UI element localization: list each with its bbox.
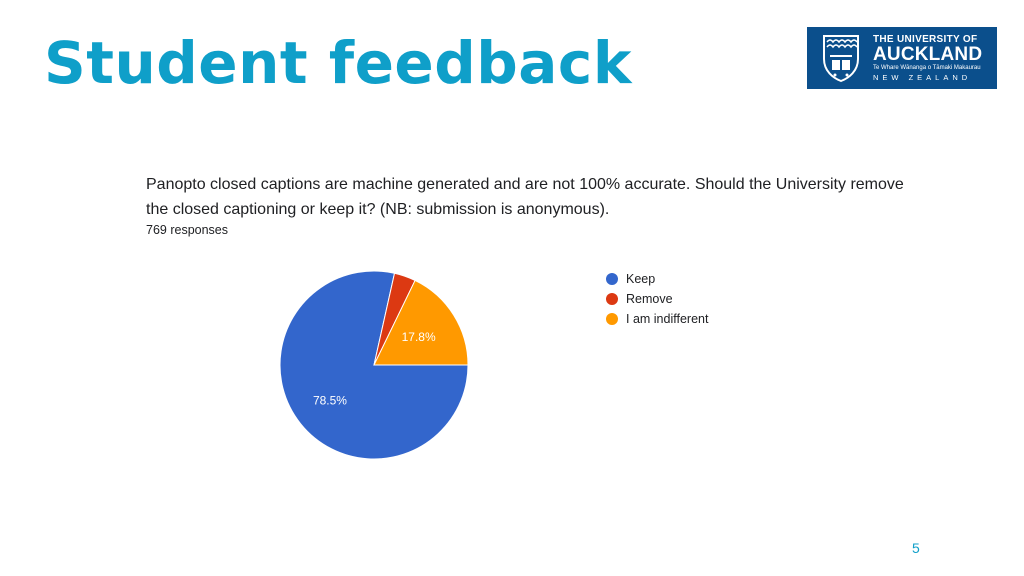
response-count: 769 responses (146, 223, 229, 237)
page-number: 5 (912, 540, 920, 556)
logo-line-4: NEW ZEALAND (873, 73, 972, 82)
logo-line-1: THE UNIVERSITY OF (873, 34, 978, 45)
logo-line-3: Te Whare Wānanga o Tāmaki Makaurau (873, 65, 981, 71)
university-crest-icon (823, 35, 859, 83)
legend-item-remove[interactable]: Remove (606, 289, 708, 309)
legend-swatch-remove (606, 293, 618, 305)
university-logo: THE UNIVERSITY OF AUCKLAND Te Whare Wāna… (807, 27, 997, 89)
pie-slice-indifferent[interactable] (373, 279, 469, 366)
legend-label-keep: Keep (626, 272, 656, 286)
chart-legend: Keep Remove I am indifferent (606, 269, 708, 329)
survey-question: Panopto closed captions are machine gene… (146, 176, 904, 218)
pie-label-keep: 78.5% (313, 393, 347, 407)
legend-label-indifferent: I am indifferent (626, 312, 709, 326)
slide-title: Student feedback (44, 29, 632, 97)
legend-label-remove: Remove (626, 292, 673, 306)
legend-item-keep[interactable]: Keep (606, 269, 708, 289)
legend-swatch-keep (606, 273, 618, 285)
logo-line-2: AUCKLAND (873, 44, 983, 65)
pie-label-indifferent: 17.8% (402, 330, 436, 344)
legend-swatch-indifferent (606, 313, 618, 325)
pie-chart: 78.5% 17.8% (279, 270, 469, 460)
legend-item-indifferent[interactable]: I am indifferent (606, 309, 708, 329)
